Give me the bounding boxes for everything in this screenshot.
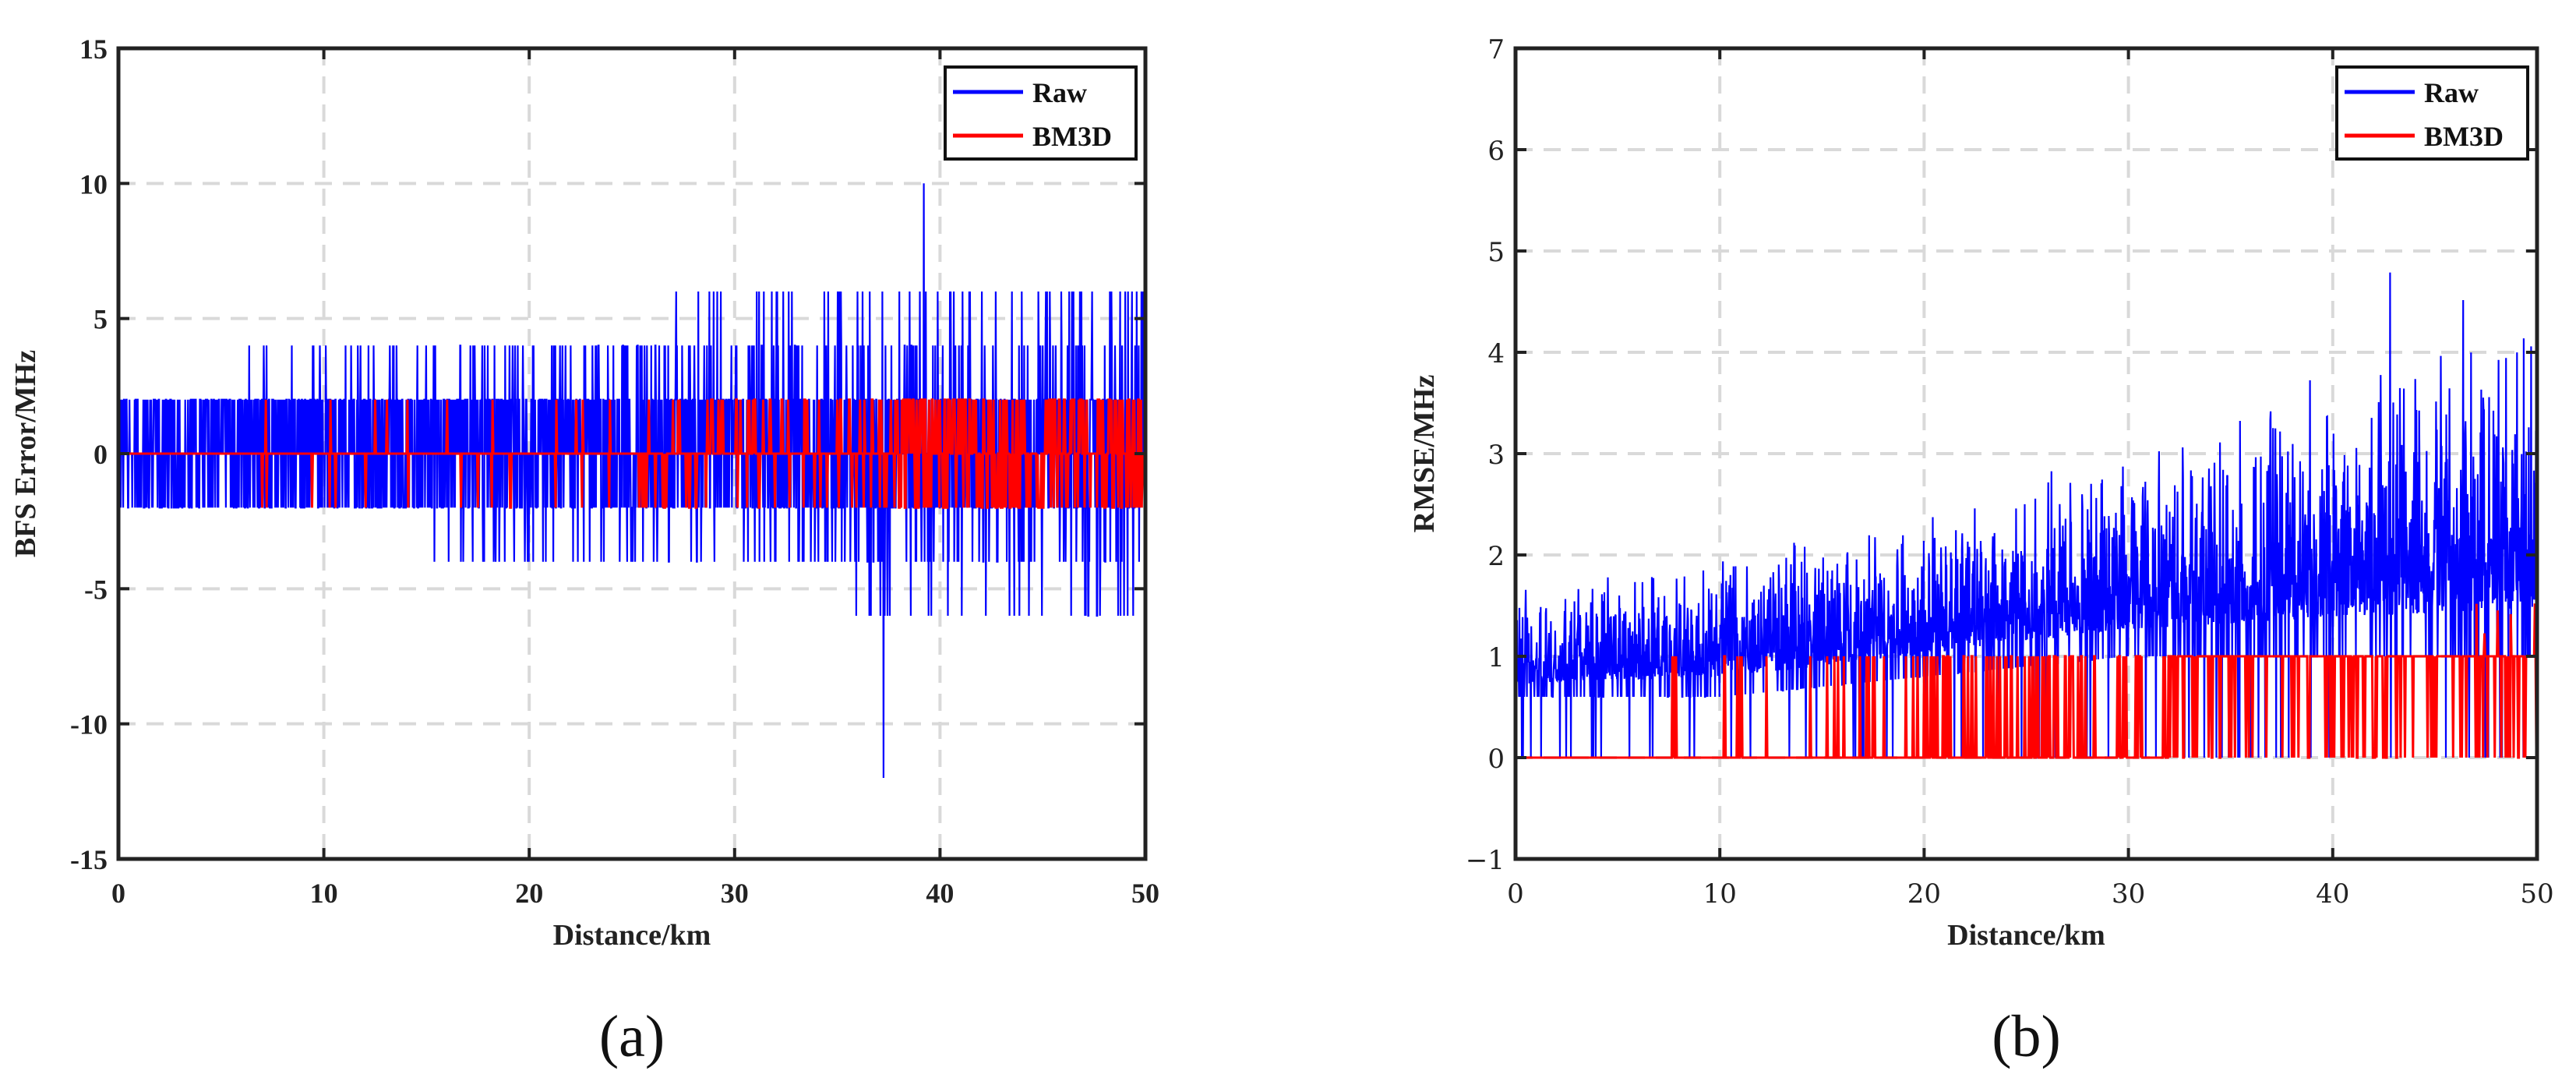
x-tick-label: 0 — [111, 878, 125, 909]
chart-panel-a: 0 10 20 30 40 50 -15 -10 -5 0 5 10 15 Distance/km BF… — [9, 34, 1159, 1069]
caption-b: (b) — [1992, 1004, 2061, 1069]
x-axis-label-a: Distance/km — [553, 919, 711, 952]
x-tick-label: 40 — [2316, 878, 2349, 910]
caption-a: (a) — [599, 1004, 665, 1069]
y-tick-label: -5 — [84, 574, 108, 605]
legend-b: Raw BM3D — [2335, 65, 2529, 161]
y-tick-label: 3 — [1487, 440, 1505, 471]
x-tick-label: 30 — [2112, 878, 2145, 910]
series-raw-line — [1516, 272, 2537, 759]
legend-label-raw-b: Raw — [2424, 77, 2479, 108]
legend-label-raw-a: Raw — [1032, 77, 1087, 108]
legend-label-bm3d-a: BM3D — [1032, 121, 1112, 152]
y-tick-label: 15 — [79, 34, 108, 65]
y-tick-label: 1 — [1487, 642, 1505, 673]
y-tick-label: -10 — [70, 709, 108, 740]
y-tick-label: -15 — [70, 844, 108, 875]
y-axis-label-a: BFS Error/MHz — [9, 350, 42, 557]
x-tick-label: 30 — [721, 878, 749, 909]
x-tick-label: 0 — [1507, 878, 1524, 910]
y-tick-label: 5 — [1487, 237, 1505, 268]
x-tick-label: 10 — [310, 878, 338, 909]
x-tick-label: 20 — [1907, 878, 1941, 910]
y-tick-label: 7 — [1487, 34, 1505, 65]
y-tick-label: −1 — [1466, 845, 1505, 876]
x-axis-label-b: Distance/km — [1947, 919, 2105, 952]
y-tick-label: 5 — [94, 304, 108, 335]
y-tick-label: 0 — [94, 439, 108, 470]
x-tick-label: 50 — [2520, 878, 2553, 910]
x-tick-label: 50 — [1131, 878, 1159, 909]
x-tick-label: 40 — [926, 878, 954, 909]
y-tick-label: 4 — [1487, 338, 1505, 369]
legend-label-bm3d-b: BM3D — [2424, 121, 2504, 152]
y-tick-label: 2 — [1487, 541, 1505, 572]
legend-a: Raw BM3D — [944, 65, 1138, 161]
y-axis-label-b: RMSE/MHz — [1408, 375, 1441, 533]
x-tick-label: 10 — [1703, 878, 1737, 910]
x-tick-label: 20 — [515, 878, 543, 909]
series-bm3d-line — [1516, 603, 2537, 759]
series-bm3d-line — [118, 398, 1145, 509]
y-tick-label: 6 — [1487, 136, 1505, 167]
y-tick-label: 10 — [79, 168, 108, 200]
series-raw-line — [118, 183, 1145, 779]
y-tick-label: 0 — [1487, 744, 1505, 775]
